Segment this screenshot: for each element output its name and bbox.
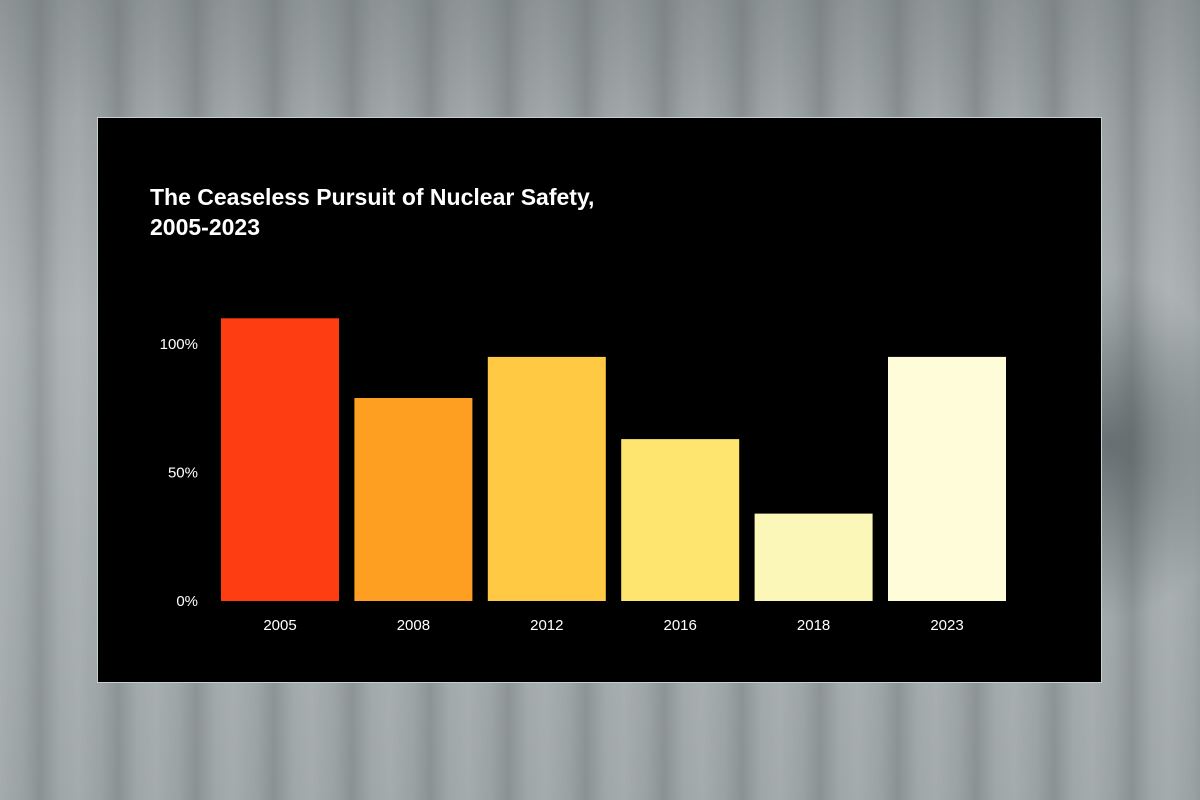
bar-chart: 0% 50% 100% 2005 2008 2012 2016 2018 2023 <box>160 318 1006 634</box>
bar-2008 <box>354 398 473 601</box>
bar-2016 <box>621 439 740 601</box>
x-tick-label-2018: 2018 <box>797 617 830 634</box>
chart-title: The Ceaseless Pursuit of Nuclear Safety,… <box>150 182 750 242</box>
chart-title-line-2: 2005-2023 <box>150 214 260 240</box>
chart-title-line-1: The Ceaseless Pursuit of Nuclear Safety, <box>150 184 595 210</box>
bar-2023 <box>888 356 1006 601</box>
bar-2005 <box>221 318 339 601</box>
y-tick-label-1: 50% <box>168 465 198 482</box>
x-tick-label-2023: 2023 <box>930 617 963 634</box>
x-tick-label-2008: 2008 <box>397 617 430 634</box>
background-top-shade <box>0 0 1200 120</box>
x-tick-label-2005: 2005 <box>263 617 296 634</box>
bar-2018 <box>754 513 873 601</box>
y-tick-label-2: 100% <box>160 336 198 353</box>
y-tick-label-0: 0% <box>176 593 198 610</box>
x-tick-label-2012: 2012 <box>530 617 563 634</box>
chart-card: The Ceaseless Pursuit of Nuclear Safety,… <box>97 117 1102 683</box>
x-tick-label-2016: 2016 <box>664 617 697 634</box>
bar-2012 <box>487 356 606 601</box>
